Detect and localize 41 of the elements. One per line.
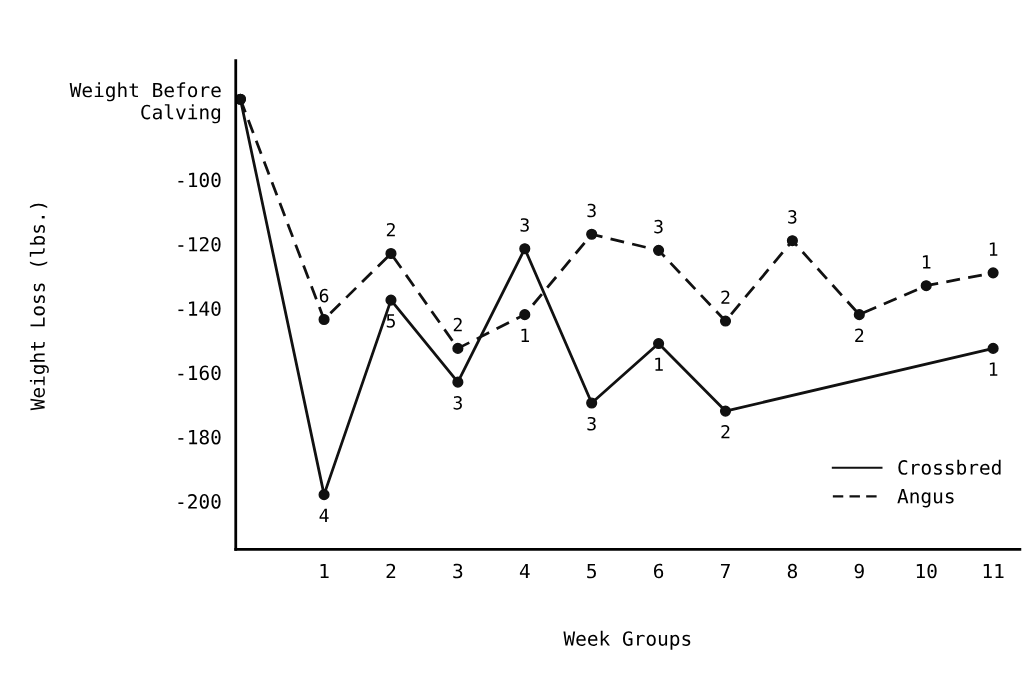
annotation: 3 (453, 395, 462, 410)
x-tick-label: 2 (386, 563, 396, 579)
annotation: 3 (587, 416, 596, 431)
x-tick-label: 1 (320, 563, 329, 579)
y-tick-label: -120 (178, 236, 221, 252)
y-tick-label: Weight Before Calving (69, 82, 221, 124)
y-axis-title: Weight Loss (lbs.) (29, 203, 49, 411)
annotation: 3 (788, 210, 797, 224)
y-tick-label: -100 (178, 172, 221, 188)
x-tick-label: 7 (720, 563, 730, 579)
annotation: 4 (319, 508, 329, 522)
y-tick-label: -200 (178, 494, 221, 509)
annotation: 1 (922, 255, 931, 269)
x-tick-label: 6 (654, 563, 664, 579)
annotation: 2 (855, 328, 864, 342)
annotation: 2 (453, 317, 462, 332)
x-tick-label: 9 (854, 563, 864, 579)
annotation: 3 (520, 218, 529, 232)
annotation: 1 (989, 242, 998, 256)
y-tick-label: -140 (178, 301, 221, 316)
annotation: 1 (655, 357, 663, 371)
y-tick-label: -160 (178, 365, 221, 381)
annotation: 2 (386, 222, 395, 237)
annotation: 2 (721, 424, 730, 439)
annotation: 5 (386, 314, 395, 328)
y-tick-label: -180 (178, 429, 221, 445)
annotation: 2 (721, 290, 730, 304)
x-tick-label: 3 (453, 563, 463, 579)
annotation: 3 (654, 219, 663, 234)
legend-label: Angus (897, 489, 954, 508)
x-tick-label: 10 (916, 563, 937, 579)
annotation: 1 (989, 362, 998, 376)
x-tick-label: 8 (787, 563, 798, 579)
x-tick-label: 11 (983, 563, 1004, 579)
annotation: 1 (521, 328, 529, 342)
annotation: 3 (587, 203, 596, 218)
x-tick-label: 5 (587, 563, 596, 579)
x-tick-label: 4 (519, 563, 530, 579)
x-axis-title: Week Groups (563, 630, 691, 650)
legend-label: Crossbred (898, 459, 1001, 475)
annotation: 6 (319, 288, 329, 303)
